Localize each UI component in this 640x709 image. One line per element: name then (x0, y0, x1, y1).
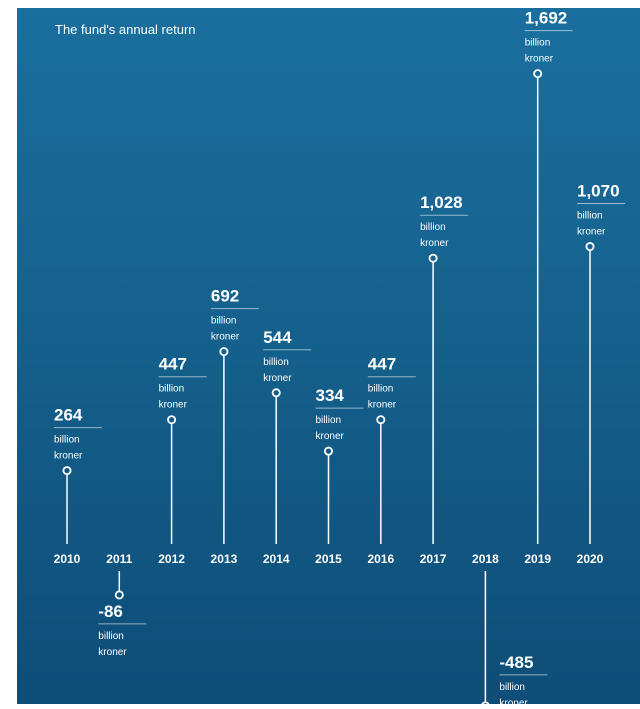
unit-label: kroner (368, 400, 397, 411)
unit-label: billion (525, 38, 551, 49)
unit-label: billion (98, 631, 124, 642)
lollipop-dot (62, 466, 72, 476)
lollipop-dot (167, 415, 177, 425)
year-label: 2011 (106, 552, 132, 566)
chart-panel: The fund's annual return 2010 264 billion k… (17, 8, 640, 704)
year-label: 2020 (577, 552, 604, 566)
lollipop-dot (481, 701, 490, 704)
lollipop-dot (323, 446, 333, 456)
value-label: 447 (159, 355, 187, 374)
unit-label: kroner (263, 373, 292, 384)
year-label: 2012 (158, 552, 185, 566)
unit-label: billion (211, 316, 237, 327)
year-label: 2015 (315, 552, 342, 566)
value-label: 1,692 (525, 9, 568, 28)
unit-label: kroner (159, 400, 188, 411)
year-label: 2018 (472, 552, 499, 566)
value-label: -86 (98, 602, 123, 621)
value-label: 447 (368, 355, 396, 374)
lollipop-dot (271, 388, 281, 398)
unit-label: kroner (98, 647, 127, 658)
year-label: 2010 (54, 552, 81, 566)
value-label: 692 (211, 287, 239, 306)
lollipop-dot (585, 242, 595, 252)
unit-label: billion (263, 357, 289, 368)
unit-label: billion (577, 211, 603, 222)
value-label: 334 (316, 386, 345, 405)
year-label: 2017 (420, 552, 447, 566)
lollipop-dot (428, 253, 438, 263)
value-label: 1,070 (577, 182, 620, 201)
unit-label: billion (54, 435, 80, 446)
chart-title: The fund's annual return (55, 22, 196, 37)
unit-label: billion (499, 682, 525, 693)
unit-label: kroner (420, 238, 449, 249)
lollipop-dot (376, 415, 386, 425)
unit-label: kroner (54, 451, 83, 462)
value-label: 544 (263, 328, 292, 347)
value-label: -485 (499, 653, 533, 672)
value-label: 264 (54, 406, 83, 425)
unit-label: kroner (577, 227, 606, 238)
lollipop-dot (114, 590, 124, 600)
year-label: 2019 (524, 552, 551, 566)
unit-label: kroner (499, 698, 528, 704)
unit-label: billion (420, 222, 446, 233)
unit-label: kroner (316, 431, 345, 442)
year-label: 2016 (367, 552, 394, 566)
lollipop-dot (533, 69, 543, 79)
value-label: 1,028 (420, 193, 463, 212)
year-label: 2013 (211, 552, 238, 566)
lollipop-dot (219, 347, 229, 357)
unit-label: billion (159, 384, 185, 395)
unit-label: billion (368, 384, 394, 395)
chart-svg: 2010 264 billion kroner 2011 -86 billion kroner… (54, 9, 625, 704)
unit-label: kroner (211, 332, 240, 343)
unit-label: kroner (525, 54, 554, 65)
year-label: 2014 (263, 552, 290, 566)
unit-label: billion (316, 415, 342, 426)
